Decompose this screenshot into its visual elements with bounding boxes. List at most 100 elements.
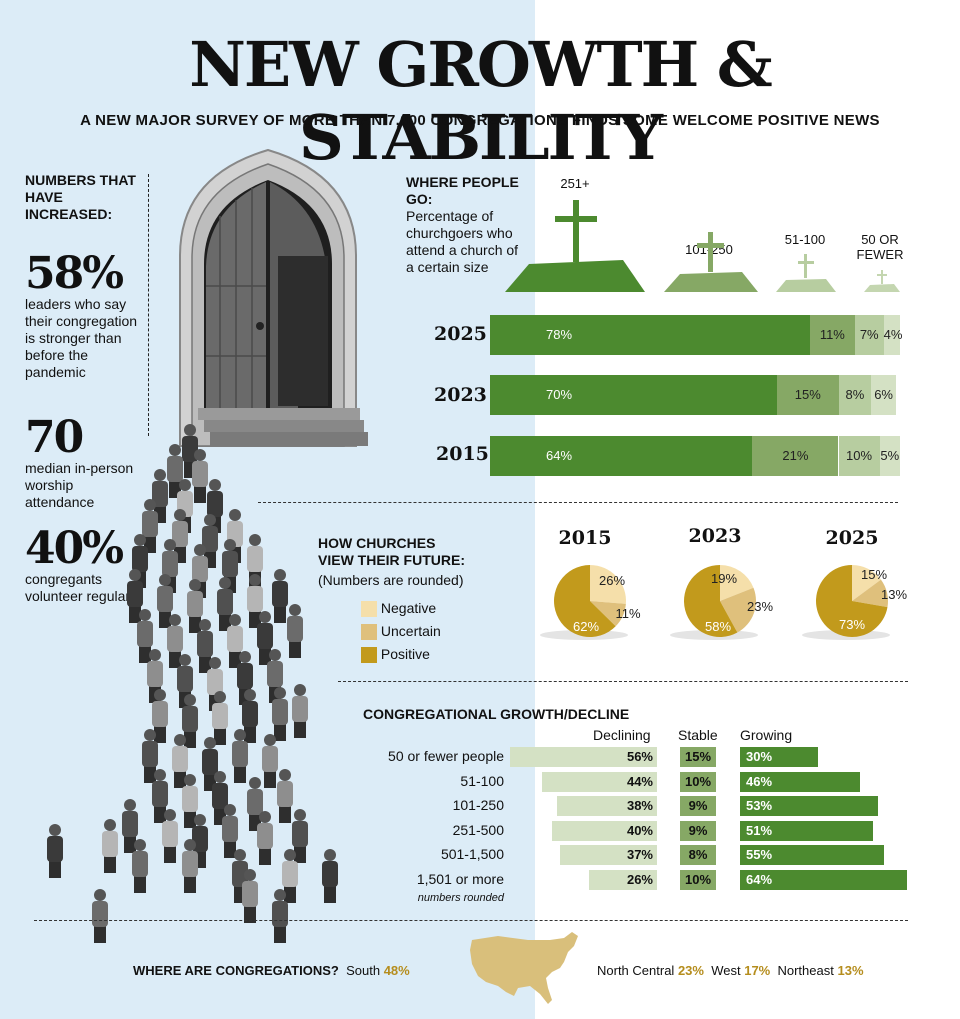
growth-row-label: 1,501 or more: [416, 871, 504, 887]
growing-bar: 46%: [740, 771, 861, 792]
pie-slice: [852, 579, 888, 608]
pie-label: 73%: [839, 617, 865, 632]
growing-bar: 51%: [740, 820, 874, 841]
person-figure: [272, 687, 288, 741]
region-name: West: [711, 963, 741, 978]
declining-bar: 26%: [588, 870, 657, 890]
person-figure: [192, 449, 208, 503]
where-people-go-text: Percentage of churchgoers who attend a c…: [406, 208, 519, 275]
declining-bar: 56%: [510, 747, 657, 767]
page-title: NEW GROWTH & STABILITY: [189, 28, 773, 174]
pie-slice: [720, 565, 754, 601]
person-figure: [202, 737, 218, 791]
stacked-bar-2015: 64% 21% 10% 5%: [490, 436, 900, 476]
person-figure: [152, 769, 168, 823]
church-icon-tiny: [864, 270, 900, 292]
declining-bar: 37%: [559, 845, 657, 866]
person-figure: [132, 839, 148, 893]
bar-segment: 8%: [838, 375, 872, 415]
person-figure: [122, 799, 138, 853]
pie-label: 13%: [881, 587, 907, 602]
person-figure: [167, 614, 183, 668]
person-figure: [217, 577, 233, 631]
growth-decline-heading: CONGREGATIONAL GROWTH/DECLINE: [363, 706, 630, 722]
vertical-divider: [148, 174, 149, 436]
stat-desc: leaders who say their con­gregation is s…: [25, 296, 138, 380]
person-figure: [172, 509, 188, 563]
person-figure: [282, 849, 298, 903]
pie-label: 62%: [573, 619, 599, 634]
person-figure: [227, 614, 243, 668]
person-figure: [242, 689, 258, 743]
declining-bar: 40%: [552, 820, 657, 841]
growth-row-label: 101-250: [452, 797, 504, 814]
pie-year-label: 2015: [558, 527, 612, 549]
crowd-illustration: [47, 424, 338, 943]
stat-block-2: 70 median in-per­son worship attendance: [25, 416, 145, 511]
person-figure: [247, 574, 263, 628]
stable-bar: 15%: [680, 747, 716, 767]
person-figure: [242, 869, 258, 923]
stacked-bar-chart: 78% 11% 7% 4% 70% 15% 8% 6% 64% 21% 10% 5%: [490, 0, 908, 480]
page-subtitle: A NEW MAJOR SURVEY OF MORE THAN 7,000 CO…: [80, 112, 880, 129]
person-figure: [287, 604, 303, 658]
person-figure: [292, 684, 308, 738]
growing-bar: 55%: [740, 845, 884, 866]
pie-label: 58%: [705, 619, 731, 634]
person-figure: [127, 569, 143, 623]
where-people-go-heading: WHERE PEOPLE GO:: [406, 174, 519, 207]
increased-heading: NUMBERS THAT HAVE INCREASED:: [25, 172, 136, 222]
growth-row-label: 50 or fewer people: [388, 748, 504, 764]
region-name: North Central: [597, 963, 675, 978]
person-figure: [142, 729, 158, 783]
bar-segment: 70%: [490, 375, 777, 415]
rounded-note: numbers rounded: [417, 892, 504, 904]
bar-segment: 21%: [752, 436, 839, 476]
person-figure: [172, 734, 188, 788]
church-door-illustration: [179, 148, 368, 447]
growth-row-label: 251-500: [452, 821, 504, 838]
pie-label: 19%: [711, 571, 737, 586]
stat-block-3: 40% congregants volunteer regularly: [25, 527, 145, 605]
person-figure: [277, 769, 293, 823]
declining-bar: 44%: [541, 771, 657, 792]
bar-segment: 4%: [883, 315, 902, 355]
stable-bar: 9%: [680, 820, 716, 841]
pie-label: 11%: [615, 606, 640, 621]
growth-row-label: 51-100: [460, 772, 504, 789]
section-divider: [34, 920, 908, 921]
region-value: 13%: [837, 963, 864, 978]
legend-swatch: [361, 624, 377, 641]
stacked-bar-2023: 70% 15% 8% 6%: [490, 375, 900, 415]
pie-slice: [554, 565, 616, 637]
future-heading: HOW CHURCHES VIEW THEIR FUTURE:: [318, 535, 465, 568]
stat-desc: congregants volunteer regularly: [25, 571, 141, 604]
person-figure: [262, 734, 278, 788]
person-figure: [102, 819, 118, 873]
declining-bar: 38%: [557, 796, 657, 817]
region-value: 17%: [744, 963, 771, 978]
person-figure: [157, 574, 173, 628]
region-name: Northeast: [777, 963, 834, 978]
growing-bar: 64%: [740, 870, 907, 890]
region-value: 23%: [677, 963, 704, 978]
legend-label: Uncertain: [380, 623, 441, 639]
region-name: South: [346, 963, 381, 978]
size-label-51-100: 51-100: [784, 232, 826, 247]
person-figure: [182, 839, 198, 893]
pie-slice: [816, 565, 888, 637]
legend-positive: Positive: [361, 643, 441, 666]
legend-negative: Negative: [361, 597, 441, 620]
stable-bar: 9%: [680, 796, 716, 817]
stable-bar: 10%: [680, 771, 716, 792]
pie-slice: [852, 565, 881, 601]
stat-block-1: 58% leaders who say their con­gregation …: [25, 252, 145, 381]
person-figure: [232, 729, 248, 783]
growing-bar: 53%: [740, 796, 879, 817]
bar-segment: 78%: [490, 315, 810, 355]
pie-slice: [684, 565, 738, 637]
person-figure: [257, 611, 273, 665]
growing-bar: 30%: [740, 747, 819, 767]
person-figure: [187, 579, 203, 633]
pie-slice: [720, 587, 756, 633]
